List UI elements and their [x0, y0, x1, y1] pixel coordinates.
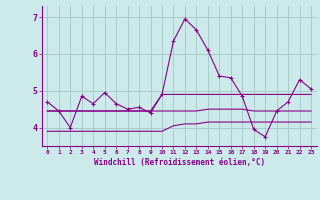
- X-axis label: Windchill (Refroidissement éolien,°C): Windchill (Refroidissement éolien,°C): [94, 158, 265, 167]
